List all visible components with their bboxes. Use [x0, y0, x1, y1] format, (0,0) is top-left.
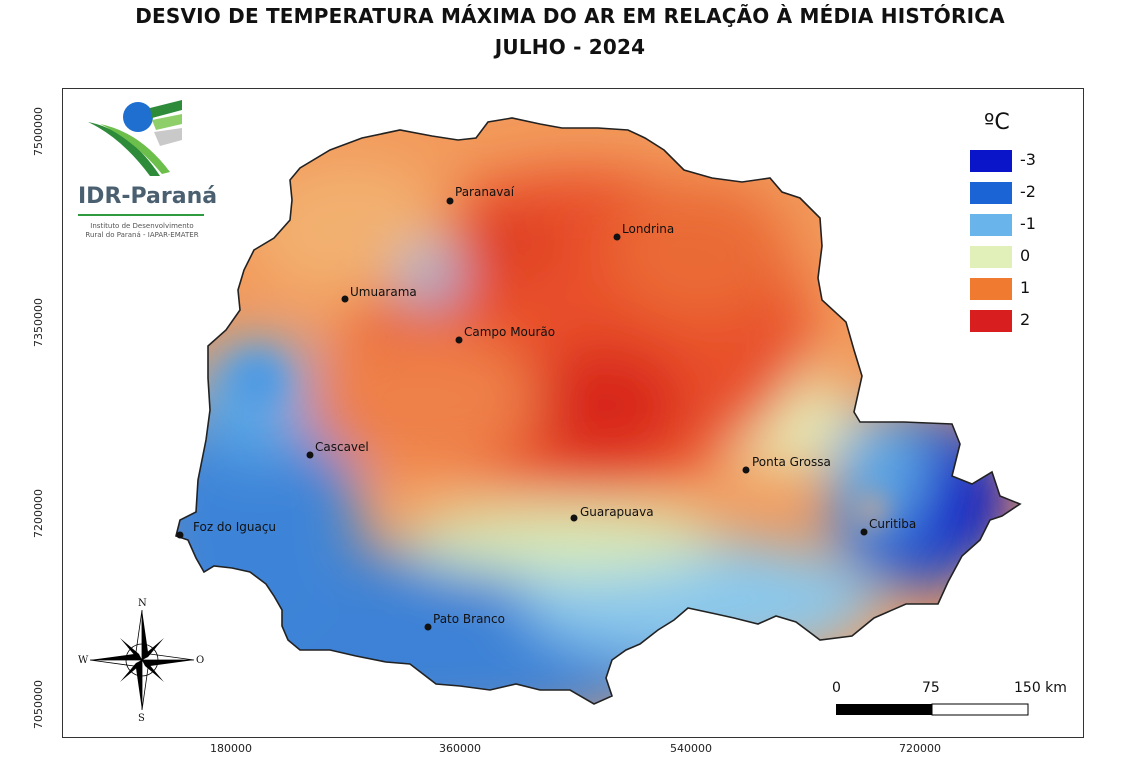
map-title: DESVIO DE TEMPERATURA MÁXIMA DO AR EM RE…: [135, 4, 1005, 28]
legend-swatch: [970, 278, 1012, 300]
idr-parana-logo: [88, 100, 182, 176]
x-tick-label: 540000: [670, 742, 712, 755]
city-label: Guarapuava: [580, 505, 654, 519]
map-subtitle: JULHO - 2024: [494, 35, 646, 59]
legend-swatch: [970, 310, 1012, 332]
legend-label: 2: [1020, 310, 1031, 329]
city-label: Paranavaí: [455, 185, 515, 199]
scale-label: 150 km: [1014, 680, 1067, 696]
city-marker: [306, 451, 314, 459]
legend-swatch: [970, 246, 1012, 268]
map-frame: [62, 88, 1084, 738]
legend-item: -2: [970, 182, 1070, 206]
legend-item: -3: [970, 150, 1070, 174]
city-label: Curitiba: [869, 517, 917, 531]
scale-label: 0: [832, 680, 841, 696]
logo-subtitle-line1: Instituto de Desenvolvimento: [90, 222, 194, 230]
legend-swatch: [970, 214, 1012, 236]
legend-item: -1: [970, 214, 1070, 238]
city-label: Ponta Grossa: [752, 455, 831, 469]
scale-label: 75: [922, 680, 940, 696]
compass-south-label: S: [138, 713, 145, 724]
legend-swatch: [970, 182, 1012, 204]
city-marker: [455, 336, 463, 344]
legend-item: 1: [970, 278, 1070, 302]
city-label: Campo Mourão: [464, 325, 556, 339]
legend-item: 0: [970, 246, 1070, 270]
legend-label: -3: [1020, 150, 1036, 169]
legend-label: -2: [1020, 182, 1036, 201]
legend-swatch: [970, 150, 1012, 172]
logo-subtitle-line2: Rural do Paraná - IAPAR-EMATER: [85, 231, 199, 239]
legend-item: 2: [970, 310, 1070, 334]
city-label: Cascavel: [315, 440, 369, 454]
logo-name: IDR-Paraná: [78, 184, 218, 209]
legend-label: 0: [1020, 246, 1031, 265]
x-tick-label: 720000: [899, 742, 941, 755]
city-label: Foz do Iguaçu: [193, 520, 277, 534]
city-marker: [176, 531, 184, 539]
compass-east-label: O: [196, 655, 205, 666]
x-tick-label: 180000: [210, 742, 252, 755]
logo-rule: [78, 214, 204, 216]
city-marker: [341, 295, 349, 303]
logo-subtitle: Instituto de Desenvolvimento Rural do Pa…: [78, 222, 206, 240]
city-marker: [424, 623, 432, 631]
compass-rose: [89, 609, 195, 711]
city-label: Umuarama: [350, 285, 417, 299]
scale-bar: [836, 703, 1029, 716]
city-marker: [613, 233, 621, 241]
city-label: Pato Branco: [433, 612, 505, 626]
city-marker: [446, 197, 454, 205]
city-marker: [570, 514, 578, 522]
x-tick-label: 360000: [439, 742, 481, 755]
city-label: Londrina: [622, 222, 675, 236]
legend-label: -1: [1020, 214, 1036, 233]
legend-unit: ºC: [984, 110, 1010, 135]
compass-west-label: W: [78, 655, 89, 666]
legend-label: 1: [1020, 278, 1031, 297]
city-marker: [742, 466, 750, 474]
compass-north-label: N: [138, 598, 147, 609]
city-marker: [860, 528, 868, 536]
